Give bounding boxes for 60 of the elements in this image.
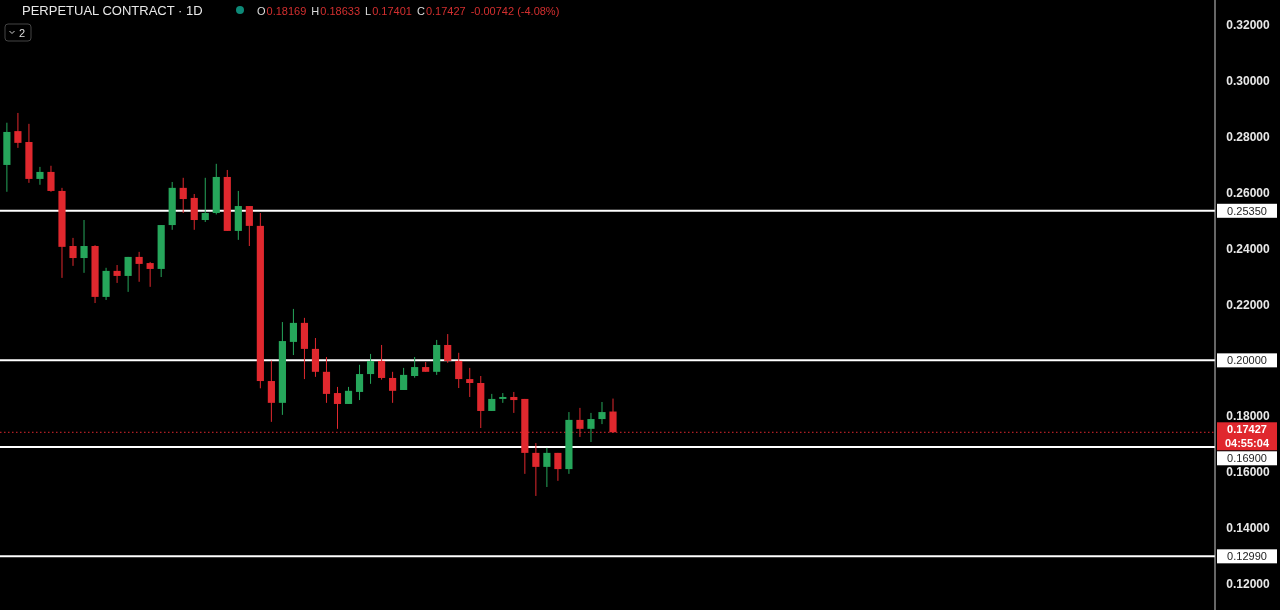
- candlestick: [378, 344, 386, 381]
- candlestick: [201, 177, 209, 223]
- y-tick-label: 0.14000: [1226, 521, 1271, 536]
- y-tick-label: 0.26000: [1226, 185, 1271, 200]
- ref-line-label: 0.25350: [1227, 204, 1267, 217]
- candlestick: [587, 412, 595, 443]
- y-tick-label: 0.32000: [1226, 18, 1271, 33]
- candlestick: [466, 367, 474, 398]
- candlestick: [69, 237, 77, 267]
- annotation: 2: [19, 27, 26, 39]
- annotation: 0.17401: [372, 5, 412, 17]
- y-tick-label: 0.24000: [1226, 241, 1271, 256]
- candlestick: [80, 219, 88, 274]
- candlestick: [36, 166, 44, 186]
- candlestick: [510, 391, 518, 414]
- candlestick: [113, 264, 121, 284]
- candlestick: [400, 367, 408, 391]
- candlestick: [146, 261, 154, 288]
- candlestick: [190, 193, 198, 231]
- candlestick: [366, 353, 375, 385]
- annotation: H: [311, 5, 320, 17]
- annotation: -0.00742 (-4.08%): [470, 5, 560, 17]
- y-tick-label: 0.16000: [1226, 465, 1271, 480]
- candlestick: [245, 205, 253, 247]
- candlestick: [311, 337, 320, 378]
- candlestick: [444, 333, 452, 364]
- y-tick-label: 0.22000: [1226, 297, 1271, 312]
- candlestick: [543, 447, 551, 488]
- annotation: C: [416, 5, 425, 17]
- y-tick-label: 0.12000: [1226, 577, 1271, 592]
- candlestick: [47, 165, 55, 193]
- ref-line-label: 0.12990: [1227, 550, 1267, 563]
- candlestick: [355, 364, 364, 401]
- candlestick: [598, 401, 606, 425]
- candlestick: [532, 442, 540, 497]
- annotation: 0.18633: [320, 5, 361, 17]
- annotation: 0.18169: [266, 5, 307, 17]
- candlestick: [135, 251, 143, 283]
- candlestick: [289, 308, 297, 356]
- chart-title: PERPETUAL CONTRACT · 1D: [22, 3, 203, 18]
- y-tick-label: 0.30000: [1226, 73, 1271, 88]
- annotation: L: [365, 5, 372, 17]
- candlestick: [124, 256, 132, 293]
- candlestick: [333, 386, 342, 430]
- annotation: O: [257, 5, 266, 17]
- candlestick: [455, 352, 463, 389]
- ref-line-label: 0.16900: [1227, 452, 1267, 465]
- candlestick: [322, 356, 331, 404]
- y-tick-label: 0.28000: [1226, 129, 1271, 144]
- candlestick: [411, 356, 419, 379]
- candlestick: [14, 112, 22, 149]
- candlestick: [179, 177, 187, 214]
- y-tick-label: 0.18000: [1226, 409, 1271, 424]
- candlestick: [267, 360, 275, 423]
- candlestick: [554, 452, 562, 482]
- annotation: 0.17427: [425, 5, 466, 17]
- ref-line-label: 0.20000: [1227, 354, 1267, 367]
- candlestick: [389, 371, 397, 404]
- text: 04:55:04: [1224, 436, 1270, 449]
- ref-line-label: 0.17427: [1227, 423, 1267, 436]
